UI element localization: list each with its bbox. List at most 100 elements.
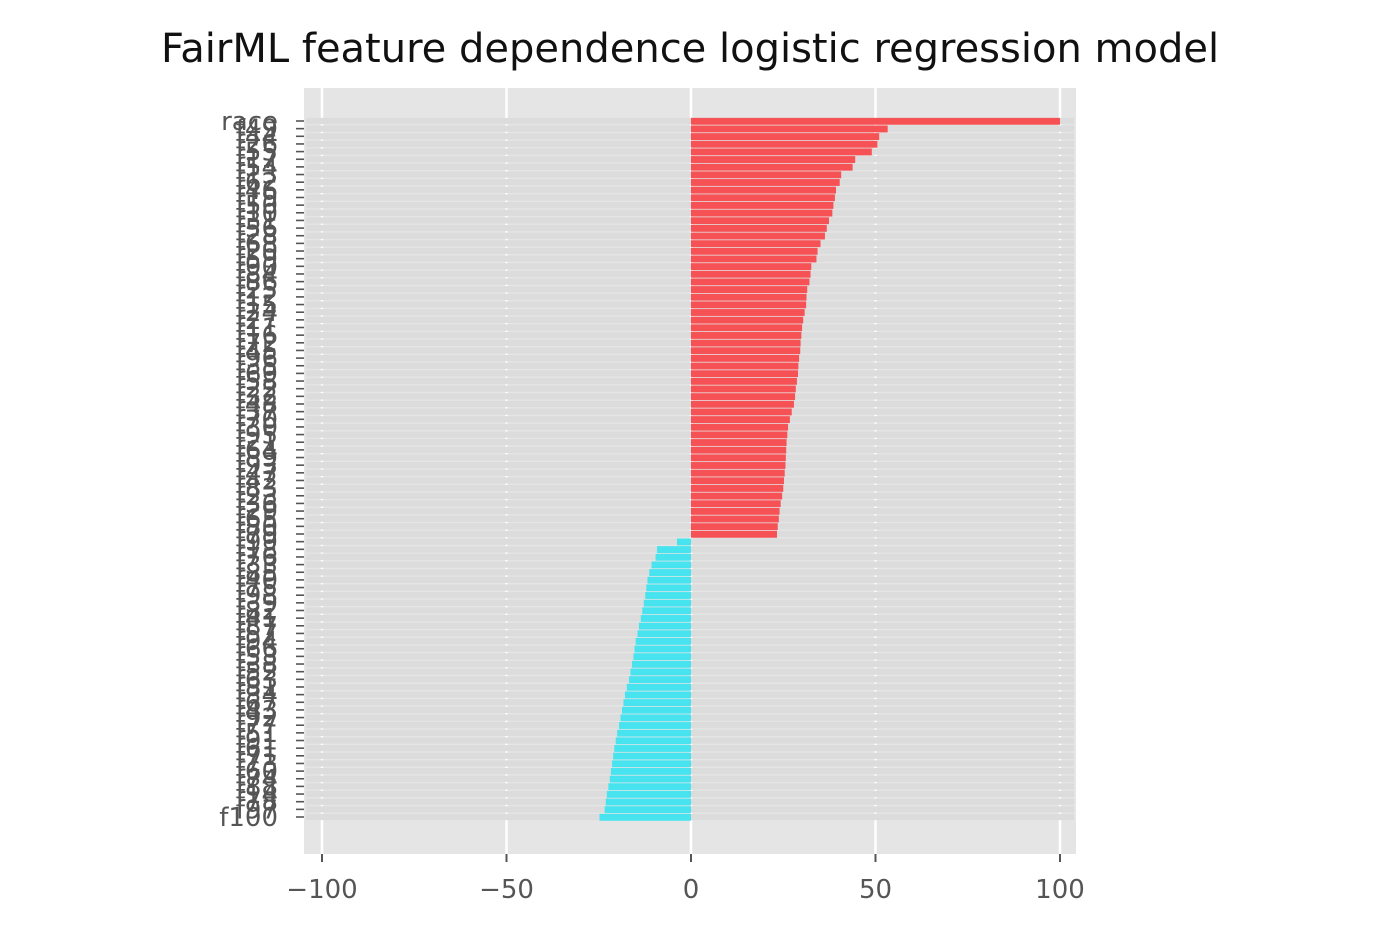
row-track [306,377,1074,385]
y-tick-label: f73 [236,749,278,779]
row-track [306,278,1074,285]
bar-f35 [691,362,799,370]
row-track [306,530,1074,538]
bar-f25 [691,286,808,293]
row-track [306,201,1074,209]
bar-f48 [691,400,794,408]
row-track [306,347,1074,354]
bar-f28 [691,232,825,240]
bar-f62 [691,179,840,186]
row-track [306,492,1074,499]
bar-f24 [691,309,805,316]
bar-f89 [691,454,786,462]
bar-f46 [691,186,837,194]
y-tick-label: f21 [236,428,278,458]
y-tick-label: f29 [236,497,278,527]
row-track [306,240,1074,247]
row-track [306,148,1074,155]
bar-f93 [691,462,786,469]
bar-f30 [691,423,789,431]
bar-f88 [608,783,691,791]
y-tick-label: f91 [236,727,278,757]
y-tick-label: f48 [236,390,278,420]
row-track [306,423,1074,431]
row-track [306,255,1074,262]
bar-f91 [615,737,691,745]
y-tick-label: f98 [236,581,278,611]
bar-f100 [599,813,691,821]
row-track [306,507,1074,515]
row-track [306,469,1074,476]
bar-f40 [647,576,691,584]
row-track [306,209,1074,216]
y-tick-label: f46 [236,176,278,206]
row-track [306,515,1074,522]
bar-f26 [691,140,878,148]
y-tick-label: f43 [236,696,278,726]
row-track [306,171,1074,178]
bar-f70 [691,416,790,424]
row-track [306,370,1074,377]
bar-f76 [655,553,691,561]
y-tick-label: f66 [236,635,278,665]
bar-f92 [620,714,691,722]
bar-f37 [691,408,792,416]
bar-f39 [643,599,691,607]
row-track [306,439,1074,446]
y-tick-label: f16 [236,321,278,351]
bar-f56 [691,224,827,232]
y-tick-label: f83 [236,474,278,504]
y-tick-label: f78 [236,788,278,818]
row-track [306,156,1074,163]
x-tick-label: 50 [859,875,892,905]
bar-f58 [691,377,797,385]
y-tick-label: f95 [236,421,278,451]
bar-f57 [637,630,691,638]
row-track [306,316,1074,323]
y-tick-label: f40 [236,566,278,596]
y-tick-label: f61 [236,734,278,764]
y-tick-label: f55 [236,138,278,168]
row-track [306,293,1074,301]
y-tick-label: f12 [236,283,278,313]
y-tick-label: f92 [236,704,278,734]
y-axis-ticks: racef49f44f26f55f17f54f13f62f46f19f50f10… [219,107,304,833]
y-tick-label: f62 [236,168,278,198]
y-tick-label: f70 [236,405,278,435]
y-tick-label: f38 [236,650,278,680]
row-track [306,477,1074,484]
y-tick-label: f45 [236,336,278,366]
row-track [306,484,1074,492]
y-tick-label: f37 [236,398,278,428]
y-tick-label: f81 [236,673,278,703]
bar-race [691,117,1060,125]
bar-f79 [691,530,777,538]
y-tick-label: f88 [236,772,278,802]
bar-f86 [691,278,810,286]
y-tick-label: f33 [236,551,278,581]
bar-f95 [691,431,788,439]
row-track [306,354,1074,362]
y-tick-label: f53 [236,642,278,672]
y-tick-label: f63 [236,665,278,695]
bar-f27 [691,316,804,324]
y-tick-label: f99 [236,528,278,558]
bar-f99 [676,538,691,546]
y-tick-label: f18 [236,535,278,565]
row-track [306,247,1074,255]
row-track [306,393,1074,400]
y-tick-label: f39 [236,589,278,619]
y-tick-label: f65 [236,505,278,535]
row-track [306,163,1074,171]
bar-f80 [691,523,778,531]
row-track [306,332,1074,339]
y-tick-label: f89 [236,444,278,474]
y-tick-label: f42 [236,466,278,496]
bar-f13 [691,171,842,179]
y-tick-label: f52 [236,658,278,688]
y-tick-label: f35 [236,352,278,382]
bar-f22 [691,385,796,393]
x-axis-ticks: −100 −50 0 50 100 [286,854,1085,905]
row-track [306,179,1074,186]
y-tick-label: f76 [236,543,278,573]
